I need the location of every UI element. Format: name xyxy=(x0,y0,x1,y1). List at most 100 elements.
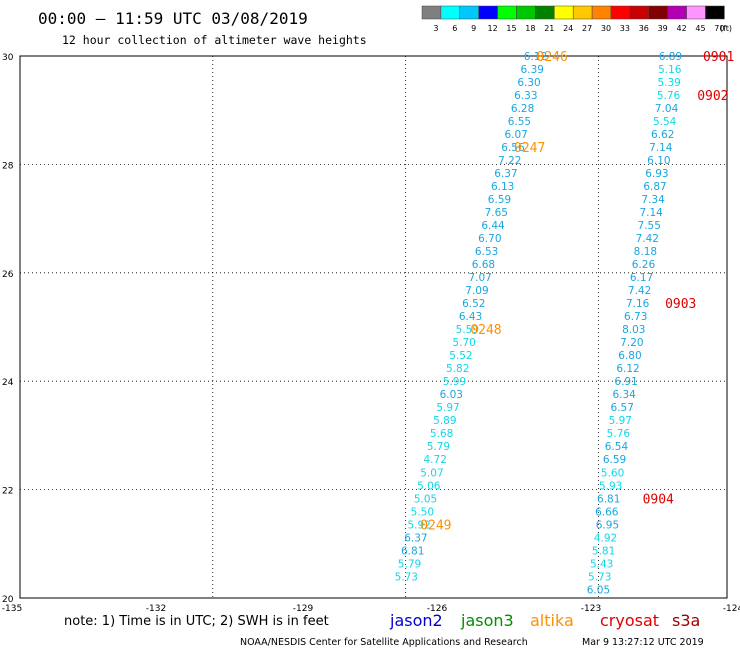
wave-height-value: 6.59 xyxy=(603,454,626,466)
wave-height-value: 6.05 xyxy=(587,584,610,596)
wave-height-value: 5.68 xyxy=(430,428,453,440)
wave-height-value: 6.07 xyxy=(504,129,527,141)
color-scale-label: 36 xyxy=(639,24,649,33)
wave-height-value: 5.70 xyxy=(452,337,475,349)
color-scale-label: 15 xyxy=(506,24,516,33)
color-swatch xyxy=(459,5,479,20)
wave-height-value: 7.42 xyxy=(628,285,651,297)
color-swatch xyxy=(591,5,612,20)
y-tick-label: 30 xyxy=(2,53,14,63)
wave-height-value: 6.10 xyxy=(647,155,670,167)
wave-height-value: 6.62 xyxy=(651,129,674,141)
pass-label: 0901 xyxy=(703,50,734,65)
wave-height-value: 5.89 xyxy=(433,415,456,427)
wave-height-value: 5.79 xyxy=(398,558,421,570)
wave-height-value: 8.18 xyxy=(634,246,657,258)
wave-height-value: 5.52 xyxy=(449,350,472,362)
chart-subtitle: 12 hour collection of altimeter wave hei… xyxy=(62,33,367,47)
color-scale-label: 27 xyxy=(582,24,592,33)
pass-label: 0246 xyxy=(537,50,568,65)
wave-height-value: 6.81 xyxy=(597,493,620,505)
wave-height-value: 5.76 xyxy=(657,90,681,102)
wave-height-value: 6.34 xyxy=(612,389,636,401)
color-scale-label: 42 xyxy=(677,24,687,33)
satellite-legend-cryosat: cryosat xyxy=(600,611,659,630)
wave-height-value: 5.07 xyxy=(420,467,443,479)
footer-note: note: 1) Time is in UTC; 2) SWH is in fe… xyxy=(64,614,329,629)
pass-label: 0903 xyxy=(665,297,696,312)
wave-height-value: 6.39 xyxy=(521,64,544,76)
wave-height-value: 7.65 xyxy=(485,207,508,219)
wave-height-value: 6.13 xyxy=(491,181,514,193)
pass-labels: 0246 0247 0248 0249 0901 0902 0903 0904 xyxy=(420,50,734,533)
wave-height-value: 4.92 xyxy=(594,532,617,544)
wave-height-value: 7.42 xyxy=(636,233,659,245)
color-scale-label: 18 xyxy=(525,24,535,33)
wave-height-value: 6.12 xyxy=(524,51,547,63)
wave-height-value: 6.59 xyxy=(488,194,511,206)
wave-height-value: 5.93 xyxy=(599,480,622,492)
wave-height-value: 7.14 xyxy=(649,142,673,154)
color-scale-label: 39 xyxy=(658,24,668,33)
wave-height-value: 5.16 xyxy=(658,64,682,76)
wave-height-value: 6.52 xyxy=(462,298,485,310)
color-scale-label: 30 xyxy=(601,24,611,33)
wave-height-value: 6.68 xyxy=(472,259,495,271)
wave-height-value: 4.72 xyxy=(424,454,447,466)
wave-height-value: 6.80 xyxy=(618,350,641,362)
y-tick-label: 22 xyxy=(2,487,13,497)
wave-height-value: 7.14 xyxy=(639,207,663,219)
wave-height-value: 5.76 xyxy=(607,428,631,440)
x-tick-label: -126 xyxy=(427,604,448,614)
wave-height-value: 6.66 xyxy=(595,506,619,518)
color-swatch xyxy=(610,5,631,20)
wave-height-value: 6.17 xyxy=(630,272,653,284)
wave-height-value: 6.12 xyxy=(616,363,639,375)
y-tick-label: 20 xyxy=(2,595,14,605)
x-tick-label: -123 xyxy=(581,604,601,614)
color-scale-label: 24 xyxy=(563,24,573,33)
wave-height-value: 6.89 xyxy=(659,51,682,63)
color-scale-label: 33 xyxy=(620,24,630,33)
wave-height-value: 5.50 xyxy=(411,506,434,518)
wave-height-value: 6.56 xyxy=(501,142,525,154)
wave-height-value: 6.91 xyxy=(614,376,637,388)
satellite-legend-altika: altika xyxy=(530,611,574,630)
wave-height-value: 5.79 xyxy=(427,441,450,453)
satellite-legend-s3a: s3a xyxy=(672,611,700,630)
color-swatch xyxy=(705,5,725,20)
wave-height-value: 5.82 xyxy=(446,363,469,375)
color-swatch xyxy=(516,5,536,20)
color-swatch xyxy=(629,5,650,20)
wave-height-value: 5.97 xyxy=(609,415,632,427)
wave-height-value: 6.33 xyxy=(514,90,537,102)
color-scale-label: 45 xyxy=(695,24,705,33)
wave-height-value: 6.37 xyxy=(494,168,517,180)
wave-height-value: 5.59 xyxy=(456,324,479,336)
wave-height-value: 7.09 xyxy=(465,285,488,297)
wave-height-value: 7.20 xyxy=(620,337,643,349)
color-swatch xyxy=(421,5,442,20)
wave-height-value: 5.39 xyxy=(657,77,680,89)
wave-height-value: 6.28 xyxy=(511,103,534,115)
x-tick-label: -135 xyxy=(2,604,22,614)
wave-height-value: 5.81 xyxy=(592,545,615,557)
wave-height-value: 5.73 xyxy=(588,571,611,583)
wave-height-value: 6.44 xyxy=(481,220,505,232)
wave-height-value: 5.92 xyxy=(407,519,430,531)
color-scale-label: 21 xyxy=(544,24,554,33)
y-tick-label: 28 xyxy=(2,161,14,171)
satellite-legend: jason2 jason3 altika cryosat s3a xyxy=(389,611,700,630)
color-swatch xyxy=(572,5,593,20)
wave-height-value: 7.34 xyxy=(641,194,665,206)
wave-height-value: 5.97 xyxy=(436,402,459,414)
wave-height-value: 5.73 xyxy=(395,571,418,583)
pass-label: 0247 xyxy=(514,141,545,156)
wave-height-value: 6.81 xyxy=(401,545,424,557)
wave-height-value: 6.95 xyxy=(596,519,619,531)
wave-height-value: 5.54 xyxy=(653,116,677,128)
wave-height-value: 8.03 xyxy=(622,324,645,336)
wave-height-value: 6.30 xyxy=(517,77,540,89)
color-scale-label: 12 xyxy=(488,24,498,33)
